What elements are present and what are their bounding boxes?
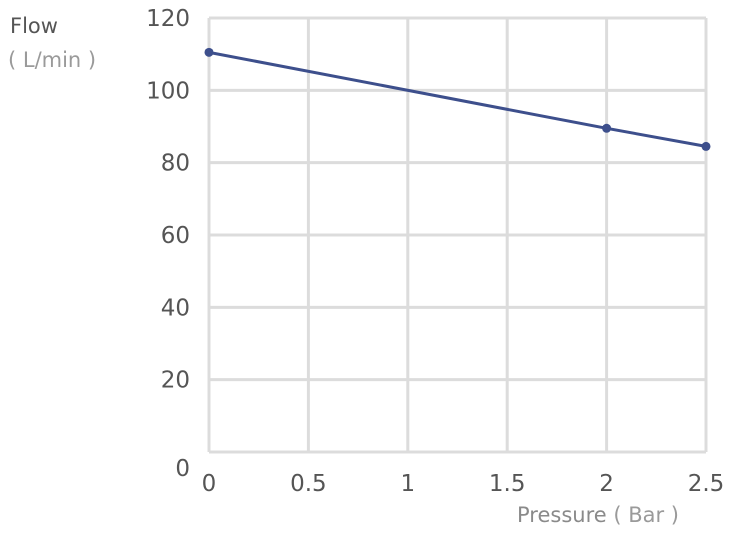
x-tick-label: 2 xyxy=(599,471,614,497)
x-tick-label: 2.5 xyxy=(688,471,725,497)
y-tick-label: 0 xyxy=(175,456,190,482)
y-tick-label: 40 xyxy=(161,295,190,321)
y-axis-unit: ( L/min ) xyxy=(8,48,97,72)
series-layer xyxy=(204,47,711,151)
x-tick-label: 1 xyxy=(400,471,415,497)
y-tick-label: 100 xyxy=(146,78,190,104)
tick-labels: 0 0.5 1 1.5 2 2.5 0 20 40 60 80 100 120 xyxy=(146,6,724,497)
y-tick-label: 80 xyxy=(161,151,190,177)
y-tick-label: 20 xyxy=(161,368,190,394)
x-axis-unit: ( Bar ) xyxy=(613,503,680,527)
y-axis-title: Flow xyxy=(10,14,58,38)
x-tick-label: 0.5 xyxy=(290,471,327,497)
data-point xyxy=(204,47,214,57)
y-tick-label: 120 xyxy=(146,6,190,32)
x-tick-label: 0 xyxy=(202,471,217,497)
x-axis-title: Pressure xyxy=(517,503,607,527)
data-point xyxy=(602,123,612,133)
y-tick-label: 60 xyxy=(161,223,190,249)
series-line-0 xyxy=(208,50,707,148)
grid-lines xyxy=(207,16,708,454)
x-axis-label: Pressure ( Bar ) xyxy=(517,503,679,527)
x-tick-label: 1.5 xyxy=(489,471,526,497)
data-point xyxy=(701,141,711,151)
